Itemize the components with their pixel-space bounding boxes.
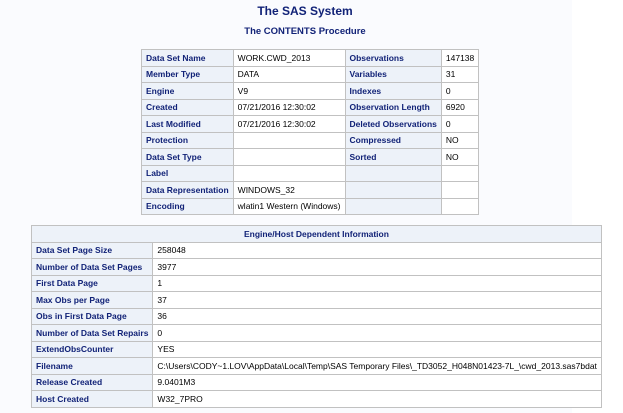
engine-row: ExtendObsCounter YES (30, 340, 602, 358)
attribute-value: 0 (440, 82, 480, 100)
attribute-row: Label (141, 164, 480, 182)
attribute-label: Label (141, 164, 234, 182)
attribute-row: Last Modified 07/21/2016 12:30:02 Deleted … (141, 115, 480, 133)
attribute-value: 6920 (440, 98, 480, 116)
engine-value: 37 (152, 291, 602, 309)
engine-row: Release Created 9.0401M3 (30, 373, 602, 391)
attribute-value: WORK.CWD_2013 (232, 49, 346, 67)
attribute-label: Compressed (344, 131, 442, 149)
engine-row: Obs in First Data Page 36 (30, 307, 602, 325)
attribute-label (344, 181, 442, 199)
engine-host-header: Engine/Host Dependent Information (31, 225, 602, 243)
engine-value: 3977 (152, 258, 602, 276)
engine-row: Data Set Page Size 258048 (30, 241, 602, 259)
attribute-label: Data Representation (141, 181, 234, 199)
attribute-label: Variables (344, 65, 442, 83)
attribute-value: 147138 (440, 49, 480, 67)
engine-label: Number of Data Set Repairs (30, 324, 154, 342)
attribute-row: Engine V9 Indexes 0 (141, 82, 480, 100)
engine-label: Host Created (30, 390, 154, 408)
attribute-label: Member Type (141, 65, 234, 83)
attribute-row: Encoding wlatin1 Western (Windows) (141, 197, 480, 215)
engine-label: Data Set Page Size (30, 241, 154, 259)
attribute-value: WINDOWS_32 (232, 181, 346, 199)
engine-value: YES (152, 340, 602, 358)
engine-label: ExtendObsCounter (30, 340, 154, 358)
attribute-value: 0 (440, 115, 480, 133)
engine-label: Filename (30, 357, 154, 375)
attribute-value (440, 197, 480, 215)
engine-value: C:\Users\CODY~1.LOV\AppData\Local\Temp\S… (152, 357, 602, 375)
attribute-value: wlatin1 Western (Windows) (232, 197, 346, 215)
attribute-label: Observation Length (344, 98, 442, 116)
attribute-row: Data Set Name WORK.CWD_2013 Observations 14… (141, 49, 480, 67)
attribute-value: NO (440, 131, 480, 149)
attribute-label: Engine (141, 82, 234, 100)
attribute-label (344, 197, 442, 215)
attribute-row: Data Representation WINDOWS_32 (141, 181, 480, 199)
engine-value: 258048 (152, 241, 602, 259)
attribute-value (232, 131, 346, 149)
attribute-value: NO (440, 148, 480, 166)
attribute-value (440, 164, 480, 182)
engine-row: Host Created W32_7PRO (30, 390, 602, 408)
engine-label: First Data Page (30, 274, 154, 292)
attribute-value (440, 181, 480, 199)
engine-label: Release Created (30, 373, 154, 391)
page-title: The SAS System (257, 4, 353, 18)
engine-row: Number of Data Set Pages 3977 (30, 258, 602, 276)
attribute-row: Protection Compressed NO (141, 131, 480, 149)
attribute-label: Observations (344, 49, 442, 67)
engine-host-table: Engine/Host Dependent Information Data S… (30, 225, 602, 408)
engine-row: Filename C:\Users\CODY~1.LOV\AppData\Loca… (30, 357, 602, 375)
engine-label: Max Obs per Page (30, 291, 154, 309)
attribute-label: Deleted Observations (344, 115, 442, 133)
engine-row: Max Obs per Page 37 (30, 291, 602, 309)
attributes-table: Data Set Name WORK.CWD_2013 Observations 14… (141, 49, 480, 215)
attribute-label: Data Set Type (141, 148, 234, 166)
attribute-value: DATA (232, 65, 346, 83)
attribute-label: Data Set Name (141, 49, 234, 67)
attribute-value: V9 (232, 82, 346, 100)
engine-row: First Data Page 1 (30, 274, 602, 292)
engine-label: Number of Data Set Pages (30, 258, 154, 276)
attribute-label: Sorted (344, 148, 442, 166)
engine-value: W32_7PRO (152, 390, 602, 408)
engine-value: 9.0401M3 (152, 373, 602, 391)
attribute-value: 31 (440, 65, 480, 83)
attribute-value (232, 148, 346, 166)
attribute-label: Last Modified (141, 115, 234, 133)
attribute-value (232, 164, 346, 182)
engine-value: 1 (152, 274, 602, 292)
attribute-value: 07/21/2016 12:30:02 (232, 115, 346, 133)
engine-row: Number of Data Set Repairs 0 (30, 324, 602, 342)
procedure-title: The CONTENTS Procedure (244, 26, 366, 37)
attribute-label: Created (141, 98, 234, 116)
attribute-row: Data Set Type Sorted NO (141, 148, 480, 166)
attribute-row: Member Type DATA Variables 31 (141, 65, 480, 83)
attribute-label (344, 164, 442, 182)
engine-label: Obs in First Data Page (30, 307, 154, 325)
attribute-value: 07/21/2016 12:30:02 (232, 98, 346, 116)
engine-value: 0 (152, 324, 602, 342)
engine-value: 36 (152, 307, 602, 325)
attribute-label: Indexes (344, 82, 442, 100)
attribute-label: Protection (141, 131, 234, 149)
attribute-row: Created 07/21/2016 12:30:02 Observation Le… (141, 98, 480, 116)
attribute-label: Encoding (141, 197, 234, 215)
